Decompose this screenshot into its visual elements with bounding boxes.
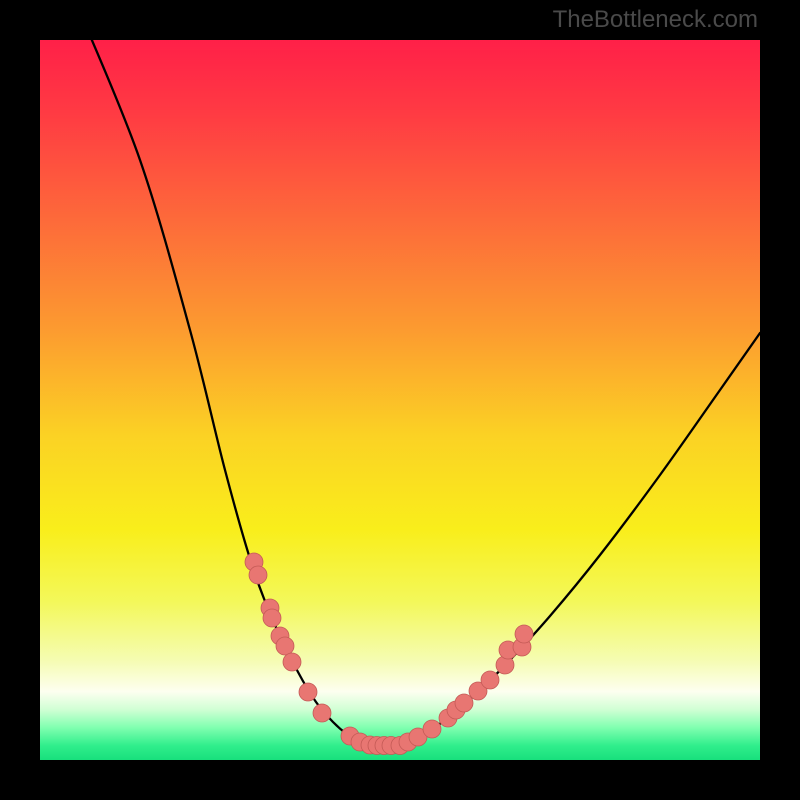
data-marker xyxy=(515,625,533,643)
bottleneck-curve xyxy=(80,12,760,746)
data-marker xyxy=(283,653,301,671)
data-marker xyxy=(249,566,267,584)
watermark-text: TheBottleneck.com xyxy=(553,6,758,34)
data-marker xyxy=(299,683,317,701)
data-marker xyxy=(455,694,473,712)
data-marker xyxy=(276,637,294,655)
chart-container: TheBottleneck.com xyxy=(0,0,800,800)
data-marker xyxy=(263,609,281,627)
chart-svg-layer xyxy=(0,0,800,800)
data-marker xyxy=(481,671,499,689)
data-marker xyxy=(313,704,331,722)
data-marker xyxy=(423,720,441,738)
